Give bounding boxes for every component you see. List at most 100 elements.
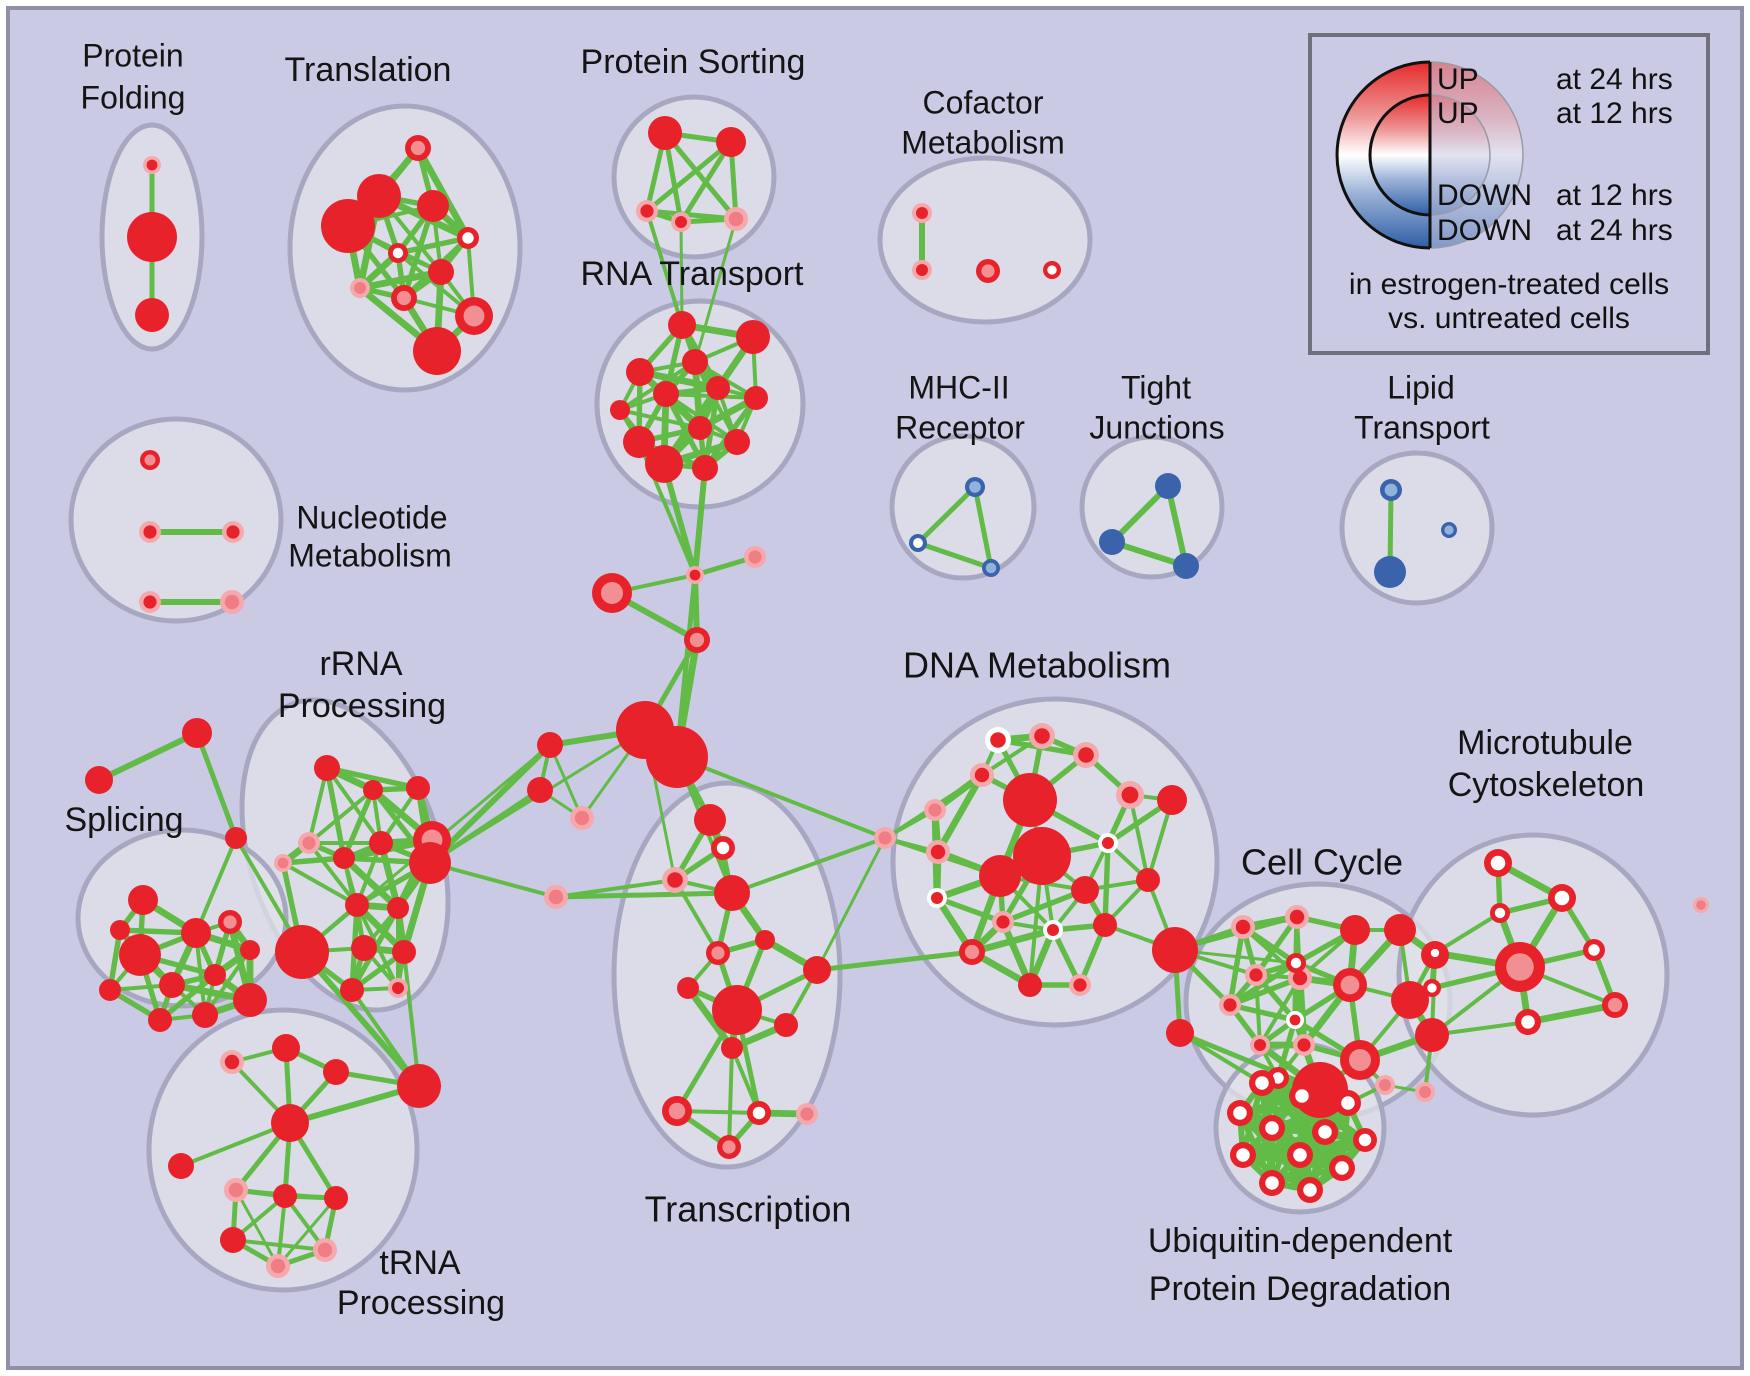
edge	[324, 765, 421, 791]
cluster-label-rrna-processing: rRNA	[319, 645, 402, 683]
node-core	[969, 481, 981, 493]
cluster-label-protein-sorting: Protein Sorting	[581, 43, 806, 81]
edge	[402, 950, 421, 1088]
node-r	[648, 116, 682, 150]
node-core	[146, 159, 158, 171]
edge	[1102, 840, 1111, 928]
node-core	[1554, 890, 1570, 906]
node-core	[270, 1258, 286, 1274]
node-core	[913, 538, 923, 548]
cluster-ellipse-lipid-transport	[1339, 450, 1495, 606]
node-r	[692, 455, 718, 481]
node-core	[1254, 1039, 1266, 1051]
legend-fade-half	[1430, 62, 1523, 248]
node-core	[1358, 1133, 1372, 1147]
edge	[915, 540, 994, 571]
node-core	[1318, 1125, 1332, 1139]
node-core	[878, 831, 892, 845]
node-core	[1102, 837, 1114, 849]
node-core	[1521, 1015, 1535, 1029]
cluster-label-lipid-transport: Transport	[1354, 409, 1490, 445]
cluster-label-mhc-ii-receptor: MHC-II	[908, 369, 1009, 405]
edge	[553, 890, 735, 900]
node-r	[537, 732, 563, 758]
nodes	[85, 116, 1709, 1278]
cluster-label-ubiquitin-degradation: Ubiquitin-dependent	[1148, 1222, 1453, 1260]
node-core	[392, 247, 404, 259]
node-r	[240, 940, 260, 960]
cluster-label-lipid-transport: Lipid	[1387, 369, 1455, 405]
node-r	[314, 755, 340, 781]
node-core	[981, 264, 995, 278]
node-r	[413, 327, 461, 375]
node-r	[1415, 1018, 1449, 1052]
node-core	[974, 767, 990, 783]
node-core	[1490, 855, 1506, 871]
node-r	[1093, 913, 1117, 937]
edge	[618, 408, 702, 430]
node-core	[226, 525, 240, 539]
node-core	[1297, 1038, 1311, 1052]
edge	[934, 771, 986, 856]
edge	[307, 841, 359, 907]
cluster-label-microtubule-cytoskeleton: Cytoskeleton	[1448, 766, 1645, 804]
node-r	[774, 1013, 798, 1037]
cluster-label-trna-processing: tRNA	[379, 1244, 461, 1282]
edge	[1227, 924, 1246, 1008]
legend-direction: DOWN	[1437, 214, 1532, 247]
node-core	[1235, 919, 1251, 935]
node-core	[640, 204, 654, 218]
node-core	[916, 207, 928, 219]
cluster-label-transcription: Transcription	[645, 1189, 852, 1230]
node-core	[1430, 948, 1440, 958]
cluster-label-translation: Translation	[285, 51, 452, 89]
edge	[287, 1083, 422, 1126]
node-r	[694, 804, 726, 836]
node-core	[728, 211, 744, 227]
node-core	[574, 810, 590, 826]
cluster-ellipse-nucleotide-metabolism	[68, 416, 284, 624]
node-core	[463, 305, 485, 327]
node-r	[119, 934, 161, 976]
edge	[1227, 960, 1299, 1008]
node-core	[601, 582, 623, 604]
node-r	[409, 842, 451, 884]
edge	[679, 220, 684, 327]
node-core	[990, 732, 1006, 748]
node-core	[716, 841, 730, 855]
node-r	[324, 1186, 348, 1210]
edge	[814, 949, 975, 973]
node-core	[1236, 1148, 1250, 1162]
edge	[179, 1121, 292, 1168]
node-r	[127, 212, 177, 262]
cluster-label-rna-transport: RNA Transport	[581, 255, 805, 293]
edge	[300, 949, 422, 1089]
node-core	[302, 836, 316, 850]
edge	[548, 743, 584, 820]
node-core	[1255, 1076, 1269, 1090]
node-core	[722, 1140, 736, 1154]
node-r	[653, 381, 679, 407]
node-r	[677, 977, 699, 999]
node-r	[220, 1227, 246, 1253]
node-r	[1166, 1019, 1194, 1047]
node-core	[1272, 1072, 1284, 1084]
node-core	[931, 892, 943, 904]
legend-caption-line2: vs. untreated cells	[1388, 302, 1630, 335]
node-r	[387, 897, 409, 919]
node-core	[1078, 747, 1094, 763]
node-core	[354, 282, 366, 294]
node-r	[527, 777, 553, 803]
cluster-labels: Protein Folding Translation Protein Sorting…	[64, 37, 1644, 1322]
node-core	[689, 632, 705, 648]
edge	[340, 854, 402, 912]
node-core	[1265, 1176, 1279, 1190]
node-r	[128, 885, 158, 915]
edge	[194, 836, 238, 935]
edge	[934, 895, 1006, 925]
node-r	[610, 400, 630, 420]
node-r	[85, 766, 113, 794]
node-core	[1289, 909, 1305, 925]
edge	[1128, 793, 1150, 882]
node-core	[1290, 957, 1302, 969]
